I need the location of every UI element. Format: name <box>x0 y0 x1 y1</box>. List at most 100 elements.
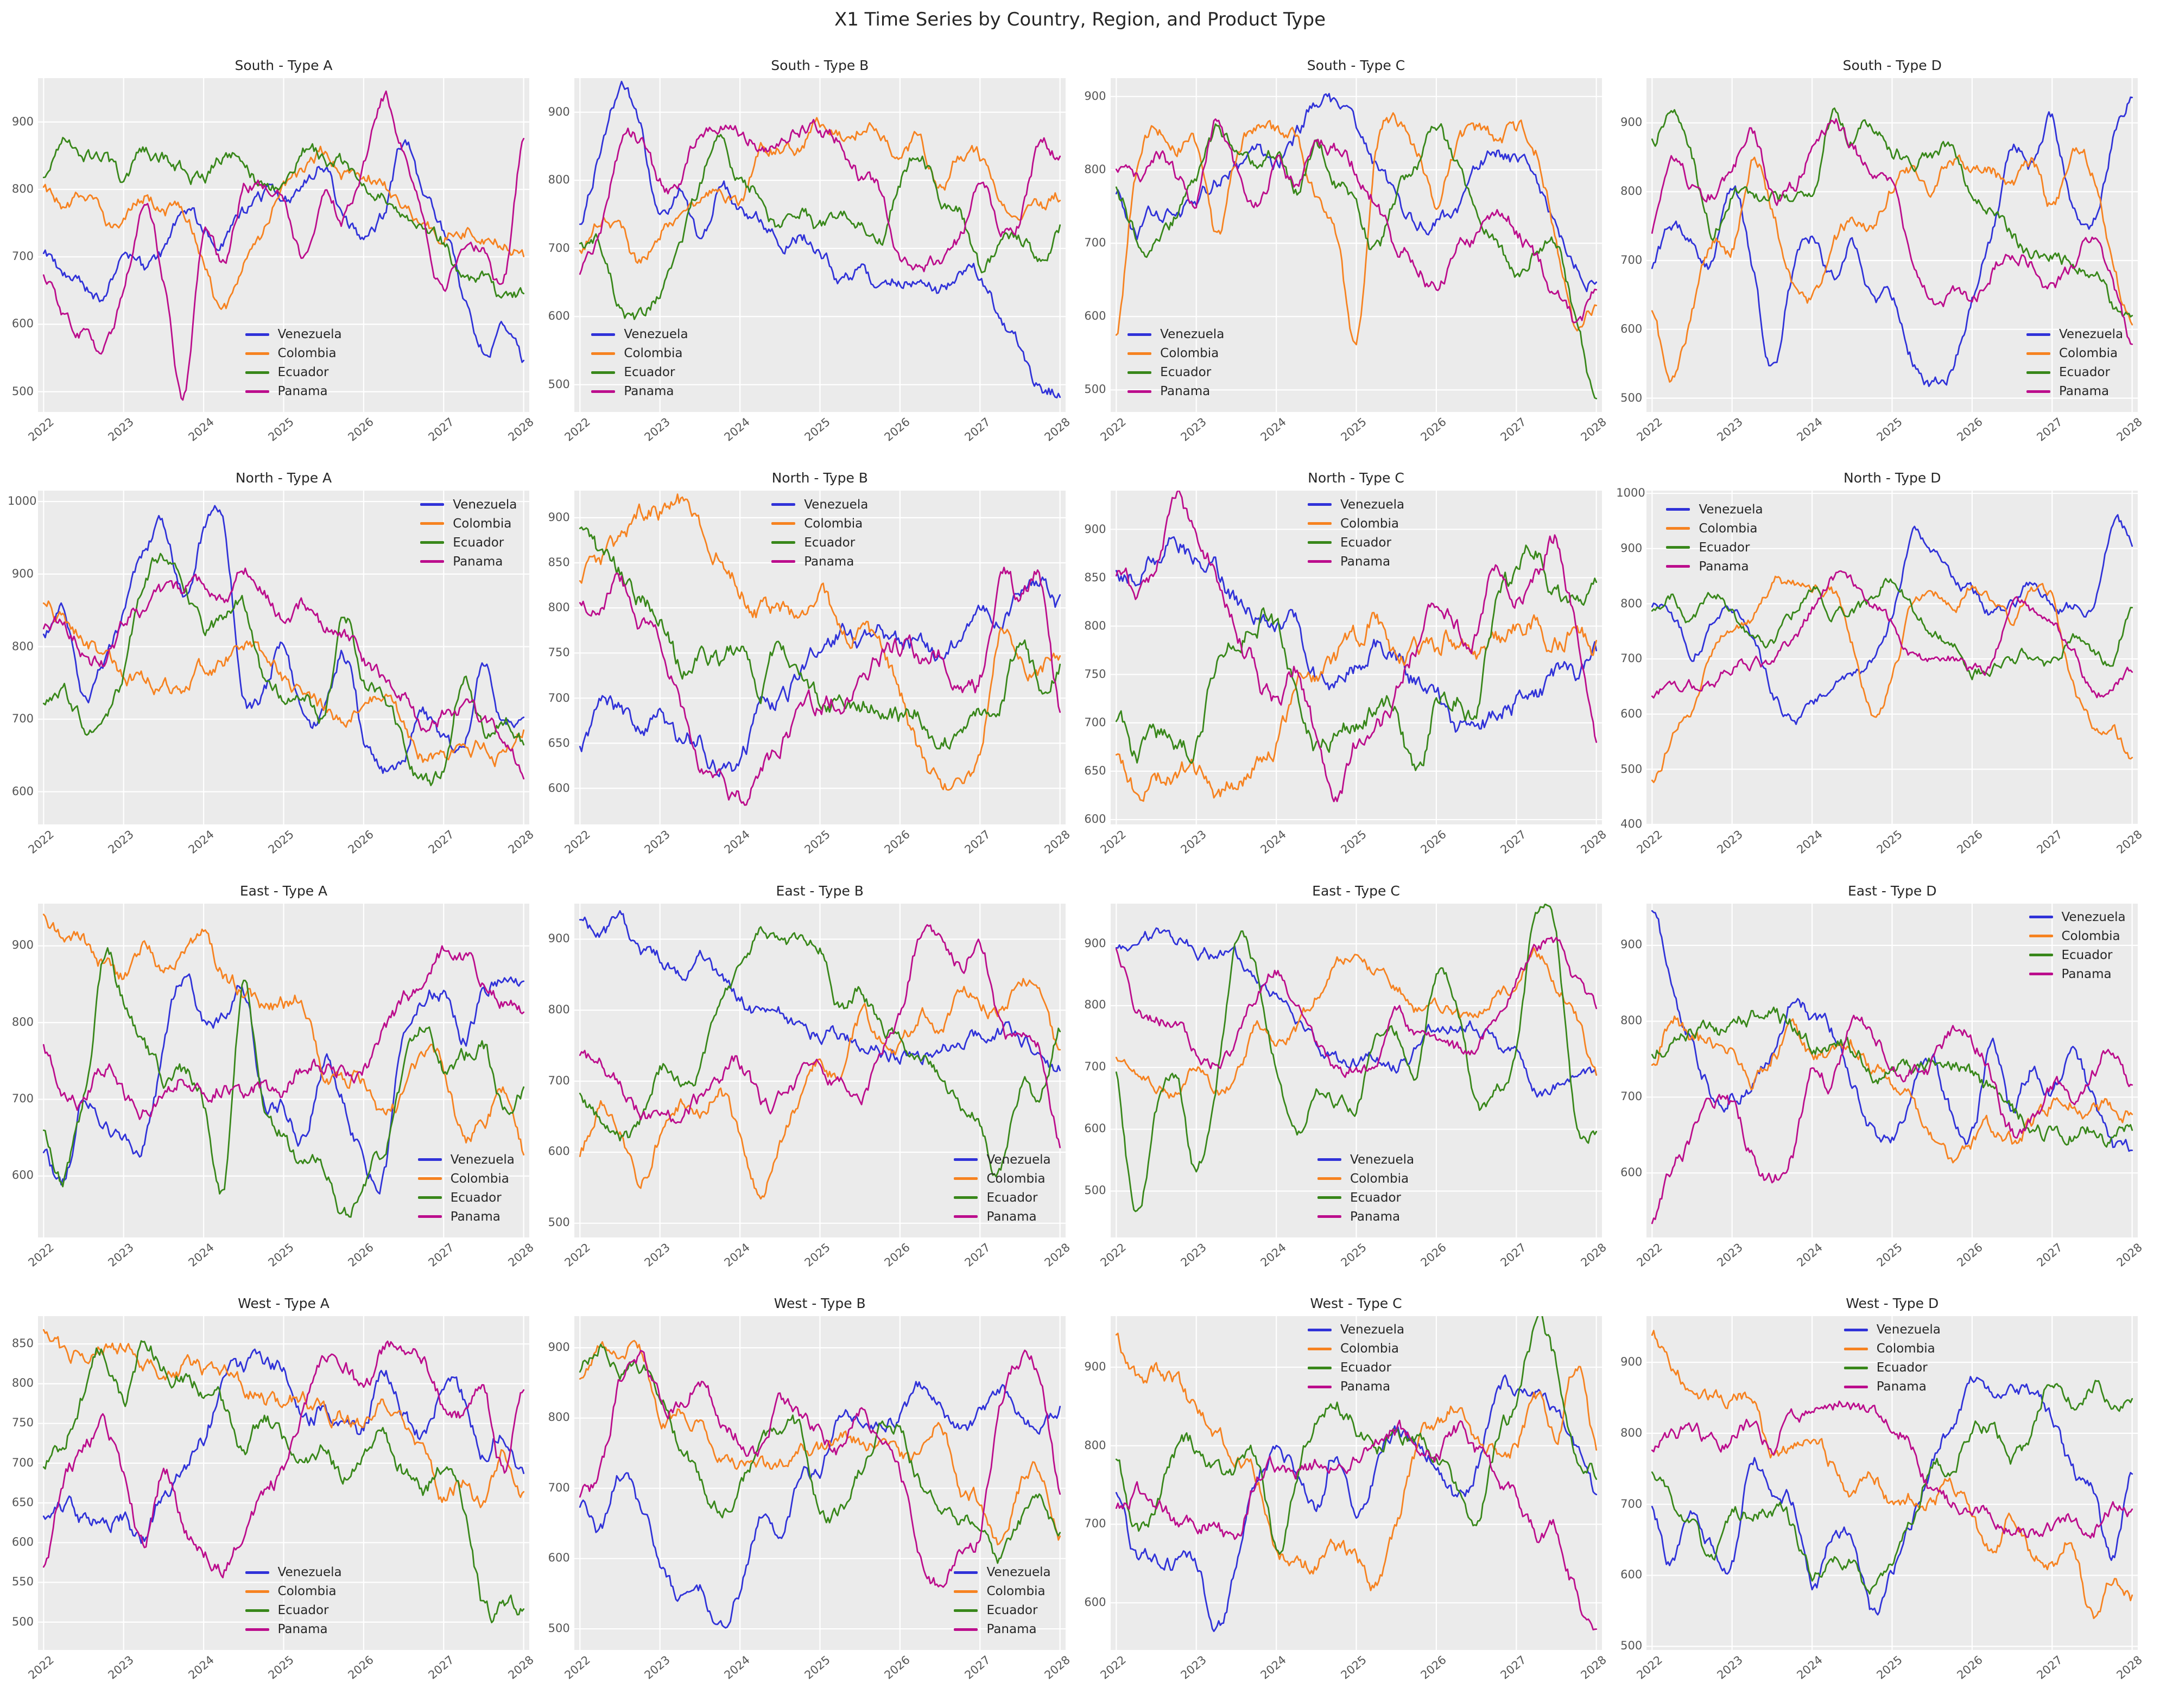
legend: Venezuela Colombia Ecuador Panama <box>954 1153 1051 1224</box>
y-axis-tick-label: 800 <box>1084 998 1106 1012</box>
y-axis-tick-label: 600 <box>11 317 34 331</box>
y-axis-tick-label: 500 <box>548 1621 570 1635</box>
legend-label: Venezuela <box>804 497 869 512</box>
y-axis-tick-label: 700 <box>11 1092 34 1106</box>
y-axis-tick-label: 1000 <box>1616 486 1645 500</box>
y-axis-tick-label: 750 <box>548 646 570 659</box>
x-axis-tick-label: 2026 <box>1418 1653 1449 1682</box>
plot-area: Venezuela Colombia Ecuador Panama <box>1110 78 1602 412</box>
plot-area: Venezuela Colombia Ecuador Panama <box>1110 491 1602 825</box>
x-axis-tick-label: 2025 <box>1338 1653 1369 1682</box>
series-line-ecuador <box>1115 1316 1597 1555</box>
x-axis-tick-label: 2023 <box>105 1240 137 1269</box>
legend-swatch-venezuela <box>2029 916 2053 919</box>
y-axis-tick-label: 800 <box>1084 162 1106 176</box>
legend: Venezuela Colombia Ecuador Panama <box>417 1153 515 1224</box>
subplot-title: North - Type C <box>1308 470 1404 486</box>
legend-swatch-colombia <box>2029 935 2053 938</box>
y-axis-tick-label: 900 <box>11 567 34 580</box>
legend-item: Ecuador <box>1844 1361 1941 1375</box>
legend-swatch-ecuador <box>1307 541 1332 544</box>
series-line-ecuador <box>1115 903 1597 1212</box>
legend-item: Ecuador <box>954 1191 1050 1205</box>
legend-swatch-ecuador <box>1127 371 1152 374</box>
subplot-north-type-b: North - Type B Venezuela Colombia Ecuador Pa… <box>544 467 1080 879</box>
plot-area: Venezuela Colombia Ecuador Panama <box>1646 491 2138 825</box>
series-line-ecuador <box>1651 107 2133 318</box>
legend-item: Ecuador <box>1307 1361 1404 1375</box>
legend-label: Colombia <box>804 516 863 531</box>
legend-label: Panama <box>986 1209 1037 1224</box>
y-axis-tick-label: 600 <box>548 1551 570 1565</box>
legend-swatch-colombia <box>1127 352 1152 355</box>
legend-swatch-colombia <box>417 1177 442 1180</box>
y-axis-tick-label: 400 <box>1620 817 1643 831</box>
series-line-ecuador <box>1115 544 1597 772</box>
y-axis-tick-label: 700 <box>11 250 34 263</box>
y-axis-tick-label: 900 <box>1084 89 1106 103</box>
x-axis-tick-label: 2027 <box>1498 1653 1529 1682</box>
y-axis-tick-label: 800 <box>11 182 34 195</box>
legend-label: Colombia <box>2061 929 2120 943</box>
x-axis-tick-label: 2024 <box>1258 828 1289 856</box>
x-axis-tick-label: 2024 <box>1794 1240 1825 1269</box>
series-line-venezuela <box>1651 514 2133 726</box>
legend-label: Colombia <box>1340 516 1399 531</box>
x-axis-tick-label: 2022 <box>1634 415 1665 444</box>
legend-swatch-panama <box>245 390 269 393</box>
series-line-colombia <box>579 493 1061 791</box>
series-line-panama <box>1651 1014 2133 1224</box>
x-axis-tick-label: 2026 <box>1418 415 1449 444</box>
y-axis-tick-label: 700 <box>1620 652 1643 665</box>
legend-item: Ecuador <box>1127 365 1224 379</box>
subplot-east-type-a: East - Type A Venezuela Colombia Ecuador Pan… <box>8 880 544 1292</box>
series-line-ecuador <box>1651 1006 2133 1148</box>
series-line-panama <box>579 924 1061 1148</box>
legend: Venezuela Colombia Ecuador Panama <box>1844 1323 1941 1394</box>
legend-label: Venezuela <box>1160 327 1225 342</box>
subplot-north-type-d: North - Type D Venezuela Colombia Ecuador Pa… <box>1616 467 2152 879</box>
subplot-east-type-b: East - Type B Venezuela Colombia Ecuador Pan… <box>544 880 1080 1292</box>
legend-swatch-colombia <box>2026 352 2050 355</box>
legend-label: Colombia <box>1876 1342 1935 1356</box>
subplot-title: West - Type D <box>1846 1295 1939 1311</box>
legend-swatch-colombia <box>1307 522 1332 525</box>
x-axis-tick-label: 2028 <box>505 828 537 856</box>
x-axis-tick-label: 2023 <box>1178 828 1209 856</box>
legend-item: Colombia <box>591 346 688 360</box>
x-axis-tick-label: 2027 <box>426 828 457 856</box>
subplot-title: East - Type D <box>1848 882 1937 899</box>
series-line-panama <box>42 945 525 1120</box>
legend-label: Venezuela <box>1350 1152 1415 1167</box>
plot-area: Venezuela Colombia Ecuador Panama <box>1646 1316 2138 1650</box>
x-axis-tick-label: 2023 <box>1178 415 1209 444</box>
series-line-panama <box>1115 118 1597 323</box>
y-axis-tick-label: 800 <box>1620 1014 1643 1027</box>
y-axis-tick-label: 700 <box>1084 1517 1106 1531</box>
subplot-title: East - Type A <box>239 882 328 899</box>
x-axis-tick-label: 2025 <box>1338 415 1369 444</box>
legend-swatch-venezuela <box>771 503 796 506</box>
legend-swatch-panama <box>420 560 445 563</box>
x-axis-tick-label: 2026 <box>345 415 377 444</box>
x-axis-tick-label: 2023 <box>1714 828 1745 856</box>
plot-area: Venezuela Colombia Ecuador Panama <box>1110 1316 1602 1650</box>
legend-swatch-panama <box>954 1215 978 1218</box>
x-axis-tick-label: 2022 <box>562 828 593 856</box>
legend-swatch-panama <box>245 1628 269 1631</box>
legend-item: Colombia <box>954 1172 1050 1186</box>
legend-item: Ecuador <box>1317 1191 1414 1205</box>
plot-area: Venezuela Colombia Ecuador Panama <box>1110 903 1602 1237</box>
series-line-venezuela <box>579 576 1061 778</box>
y-axis-tick-label: 700 <box>11 1456 34 1469</box>
subplot-title: South - Type C <box>1307 58 1405 73</box>
legend-item: Ecuador <box>420 536 517 550</box>
y-axis-tick-label: 900 <box>1620 938 1643 951</box>
legend-label: Panama <box>453 554 503 569</box>
legend-item: Colombia <box>420 517 517 531</box>
y-axis-tick-label: 750 <box>11 1416 34 1430</box>
legend-swatch-ecuador <box>771 541 796 544</box>
legend-label: Ecuador <box>624 365 675 380</box>
x-axis-tick-label: 2025 <box>802 1240 833 1269</box>
legend-swatch-ecuador <box>2026 371 2050 374</box>
